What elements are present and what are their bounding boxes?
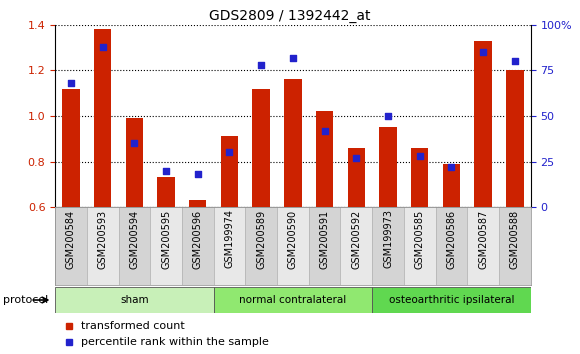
Bar bbox=[474, 41, 492, 207]
Bar bbox=[182, 207, 213, 285]
Text: GSM200591: GSM200591 bbox=[320, 210, 329, 269]
Bar bbox=[252, 88, 270, 207]
Text: GSM200593: GSM200593 bbox=[97, 210, 108, 269]
Bar bbox=[436, 207, 467, 285]
Bar bbox=[213, 207, 245, 285]
Point bbox=[98, 44, 107, 50]
Bar bbox=[467, 207, 499, 285]
Point bbox=[351, 155, 361, 161]
Bar bbox=[277, 207, 309, 285]
Text: percentile rank within the sample: percentile rank within the sample bbox=[81, 337, 269, 347]
Point bbox=[66, 80, 75, 86]
Bar bbox=[55, 207, 87, 285]
Bar bbox=[221, 136, 238, 207]
Bar bbox=[62, 88, 79, 207]
Text: GSM200589: GSM200589 bbox=[256, 210, 266, 269]
Bar bbox=[316, 112, 334, 207]
Text: GSM199974: GSM199974 bbox=[224, 210, 234, 268]
Bar bbox=[189, 200, 206, 207]
Text: GSM200586: GSM200586 bbox=[447, 210, 456, 269]
Point bbox=[161, 168, 171, 173]
FancyBboxPatch shape bbox=[372, 287, 531, 313]
Text: GSM200594: GSM200594 bbox=[129, 210, 139, 269]
Bar bbox=[150, 207, 182, 285]
Text: GSM199973: GSM199973 bbox=[383, 210, 393, 268]
Bar bbox=[340, 207, 372, 285]
Text: GSM200585: GSM200585 bbox=[415, 210, 425, 269]
FancyBboxPatch shape bbox=[213, 287, 372, 313]
Bar bbox=[506, 70, 524, 207]
Bar bbox=[157, 177, 175, 207]
Bar bbox=[87, 207, 118, 285]
Text: osteoarthritic ipsilateral: osteoarthritic ipsilateral bbox=[389, 295, 514, 305]
Point bbox=[225, 150, 234, 155]
Point bbox=[447, 164, 456, 170]
Bar bbox=[309, 207, 340, 285]
Text: normal contralateral: normal contralateral bbox=[240, 295, 346, 305]
Bar bbox=[443, 164, 460, 207]
Text: GSM200587: GSM200587 bbox=[478, 210, 488, 269]
Bar bbox=[411, 148, 429, 207]
Bar bbox=[126, 118, 143, 207]
Bar bbox=[379, 127, 397, 207]
Point bbox=[130, 141, 139, 146]
Point bbox=[193, 171, 202, 177]
Bar bbox=[499, 207, 531, 285]
Bar bbox=[372, 207, 404, 285]
Text: transformed count: transformed count bbox=[81, 321, 185, 331]
Text: GSM200588: GSM200588 bbox=[510, 210, 520, 269]
Text: sham: sham bbox=[120, 295, 148, 305]
Bar bbox=[94, 29, 111, 207]
Text: GSM200592: GSM200592 bbox=[351, 210, 361, 269]
Point bbox=[415, 153, 425, 159]
Text: protocol: protocol bbox=[3, 295, 48, 305]
FancyBboxPatch shape bbox=[55, 287, 213, 313]
Text: GDS2809 / 1392442_at: GDS2809 / 1392442_at bbox=[209, 9, 371, 23]
Point bbox=[288, 55, 298, 61]
Point bbox=[256, 62, 266, 68]
Bar bbox=[347, 148, 365, 207]
Point bbox=[510, 58, 520, 64]
Text: GSM200584: GSM200584 bbox=[66, 210, 76, 269]
Text: GSM200596: GSM200596 bbox=[193, 210, 203, 269]
Bar bbox=[284, 80, 302, 207]
Point bbox=[478, 49, 488, 55]
Point bbox=[320, 128, 329, 133]
Text: GSM200595: GSM200595 bbox=[161, 210, 171, 269]
Bar bbox=[118, 207, 150, 285]
Bar bbox=[245, 207, 277, 285]
Bar bbox=[404, 207, 436, 285]
Point bbox=[383, 113, 393, 119]
Text: GSM200590: GSM200590 bbox=[288, 210, 298, 269]
